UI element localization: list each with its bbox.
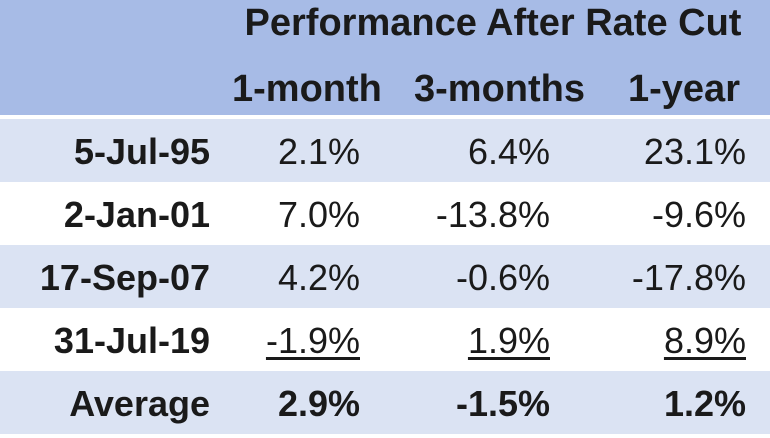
column-header-3-months: 3-months bbox=[414, 68, 585, 110]
table-cell: -17.8% bbox=[631, 257, 746, 298]
table-cell: 6.4% bbox=[467, 131, 550, 172]
table-cell: -9.6% bbox=[651, 194, 746, 235]
table-cell: -13.8% bbox=[435, 194, 550, 235]
column-header-1-year: 1-year bbox=[628, 68, 740, 110]
table-title: Performance After Rate Cut bbox=[244, 2, 742, 44]
row-label: 2-Jan-01 bbox=[63, 194, 210, 235]
row-label: 17-Sep-07 bbox=[39, 257, 210, 298]
table-cell: -1.9% bbox=[230, 323, 360, 359]
average-cell: -1.5% bbox=[455, 383, 550, 424]
average-cell: 1.2% bbox=[663, 383, 746, 424]
table-cell: -0.6% bbox=[455, 257, 550, 298]
table-cell-value: 8.9% bbox=[663, 320, 746, 361]
table-cell: 4.2% bbox=[277, 257, 360, 298]
table-cell: 2.1% bbox=[277, 131, 360, 172]
average-cell: 2.9% bbox=[277, 383, 360, 424]
row-band-3 bbox=[0, 245, 770, 308]
row-band-5 bbox=[0, 371, 770, 434]
row-label-average: Average bbox=[69, 383, 210, 424]
column-header-1-month: 1-month bbox=[232, 68, 382, 110]
table-cell: 23.1% bbox=[643, 131, 746, 172]
table-cell: 7.0% bbox=[277, 194, 360, 235]
row-band-1 bbox=[0, 119, 770, 182]
table-cell-value: -1.9% bbox=[265, 320, 360, 361]
row-label: 5-Jul-95 bbox=[73, 131, 210, 172]
table-cell-value: 1.9% bbox=[467, 320, 550, 361]
table-header-band bbox=[0, 0, 770, 115]
row-label: 31-Jul-19 bbox=[53, 320, 210, 361]
table-cell: 8.9% bbox=[590, 323, 746, 359]
table-cell: 1.9% bbox=[400, 323, 550, 359]
